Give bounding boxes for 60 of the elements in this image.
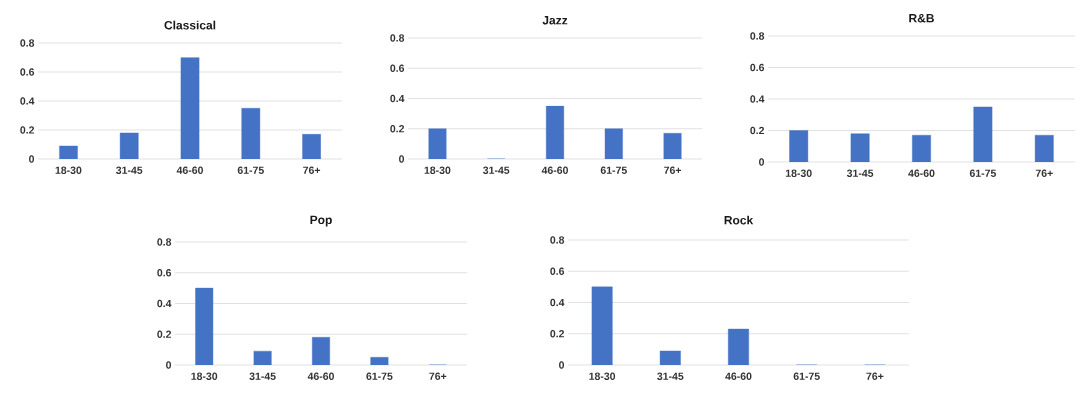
chart-title: Rock bbox=[724, 215, 754, 225]
x-tick-label: 61-75 bbox=[793, 372, 820, 380]
y-tick-label: 0.6 bbox=[157, 269, 172, 277]
y-tick-label: 0 bbox=[559, 361, 565, 369]
y-tick-label: 0.2 bbox=[750, 126, 765, 135]
x-tick-label: 18-30 bbox=[785, 169, 812, 177]
bar bbox=[789, 130, 809, 162]
x-tick-label: 61-75 bbox=[600, 166, 627, 174]
x-tick-label: 31-45 bbox=[657, 372, 684, 380]
x-tick-label: 18-30 bbox=[55, 166, 82, 174]
x-tick-label: 31-45 bbox=[483, 166, 510, 174]
y-tick-label: 0.6 bbox=[750, 63, 765, 72]
y-tick-label: 0.8 bbox=[750, 32, 765, 40]
x-tick-label: 46-60 bbox=[541, 166, 568, 174]
chart-title: Classical bbox=[164, 20, 216, 30]
x-tick-label: 31-45 bbox=[846, 169, 874, 177]
x-tick-label: 31-45 bbox=[116, 166, 143, 174]
y-tick-label: 0.2 bbox=[157, 330, 172, 338]
y-tick-label: 0.8 bbox=[550, 236, 565, 244]
y-tick-label: 0.2 bbox=[550, 330, 565, 338]
x-tick-label: 76+ bbox=[429, 372, 447, 380]
y-tick-label: 0.6 bbox=[20, 68, 35, 76]
chart-title: Pop bbox=[310, 215, 332, 227]
bar bbox=[973, 106, 993, 162]
y-tick-label: 0.8 bbox=[390, 34, 405, 42]
y-tick-label: 0.2 bbox=[390, 125, 405, 133]
bar bbox=[1034, 135, 1054, 162]
x-tick-label: 61-75 bbox=[366, 372, 393, 380]
x-tick-label: 18-30 bbox=[424, 166, 451, 174]
bar bbox=[912, 135, 931, 162]
bar bbox=[850, 133, 870, 162]
y-tick-label: 0.8 bbox=[157, 238, 172, 246]
chart-title: Jazz bbox=[542, 16, 568, 25]
x-tick-label: 76+ bbox=[664, 166, 682, 174]
x-tick-label: 61-75 bbox=[237, 166, 264, 174]
y-tick-label: 0.4 bbox=[750, 95, 765, 103]
chart-title: R&B bbox=[909, 14, 934, 23]
x-tick-label: 76+ bbox=[1035, 169, 1053, 177]
y-tick-label: 0.4 bbox=[20, 97, 35, 105]
y-tick-label: 0 bbox=[29, 155, 35, 163]
x-tick-label: 18-30 bbox=[589, 372, 616, 380]
x-tick-label: 31-45 bbox=[249, 372, 276, 380]
x-tick-label: 61-75 bbox=[969, 169, 997, 177]
y-tick-label: 0 bbox=[759, 158, 765, 166]
y-tick-label: 0.4 bbox=[390, 94, 405, 103]
x-tick-label: 46-60 bbox=[908, 169, 935, 177]
x-tick-label: 76+ bbox=[866, 372, 884, 380]
y-tick-label: 0.2 bbox=[20, 126, 35, 134]
x-tick-label: 46-60 bbox=[176, 166, 203, 174]
x-tick-label: 46-60 bbox=[307, 372, 334, 380]
x-tick-label: 18-30 bbox=[191, 372, 218, 380]
y-tick-label: 0.6 bbox=[390, 64, 405, 72]
y-tick-label: 0 bbox=[166, 361, 172, 369]
y-tick-label: 0 bbox=[399, 155, 405, 163]
x-tick-label: 76+ bbox=[303, 166, 321, 174]
y-tick-label: 0.6 bbox=[550, 267, 565, 275]
y-tick-label: 0.4 bbox=[550, 298, 565, 307]
x-tick-label: 46-60 bbox=[725, 372, 752, 380]
y-tick-label: 0.4 bbox=[157, 299, 172, 308]
y-tick-label: 0.8 bbox=[20, 39, 35, 47]
